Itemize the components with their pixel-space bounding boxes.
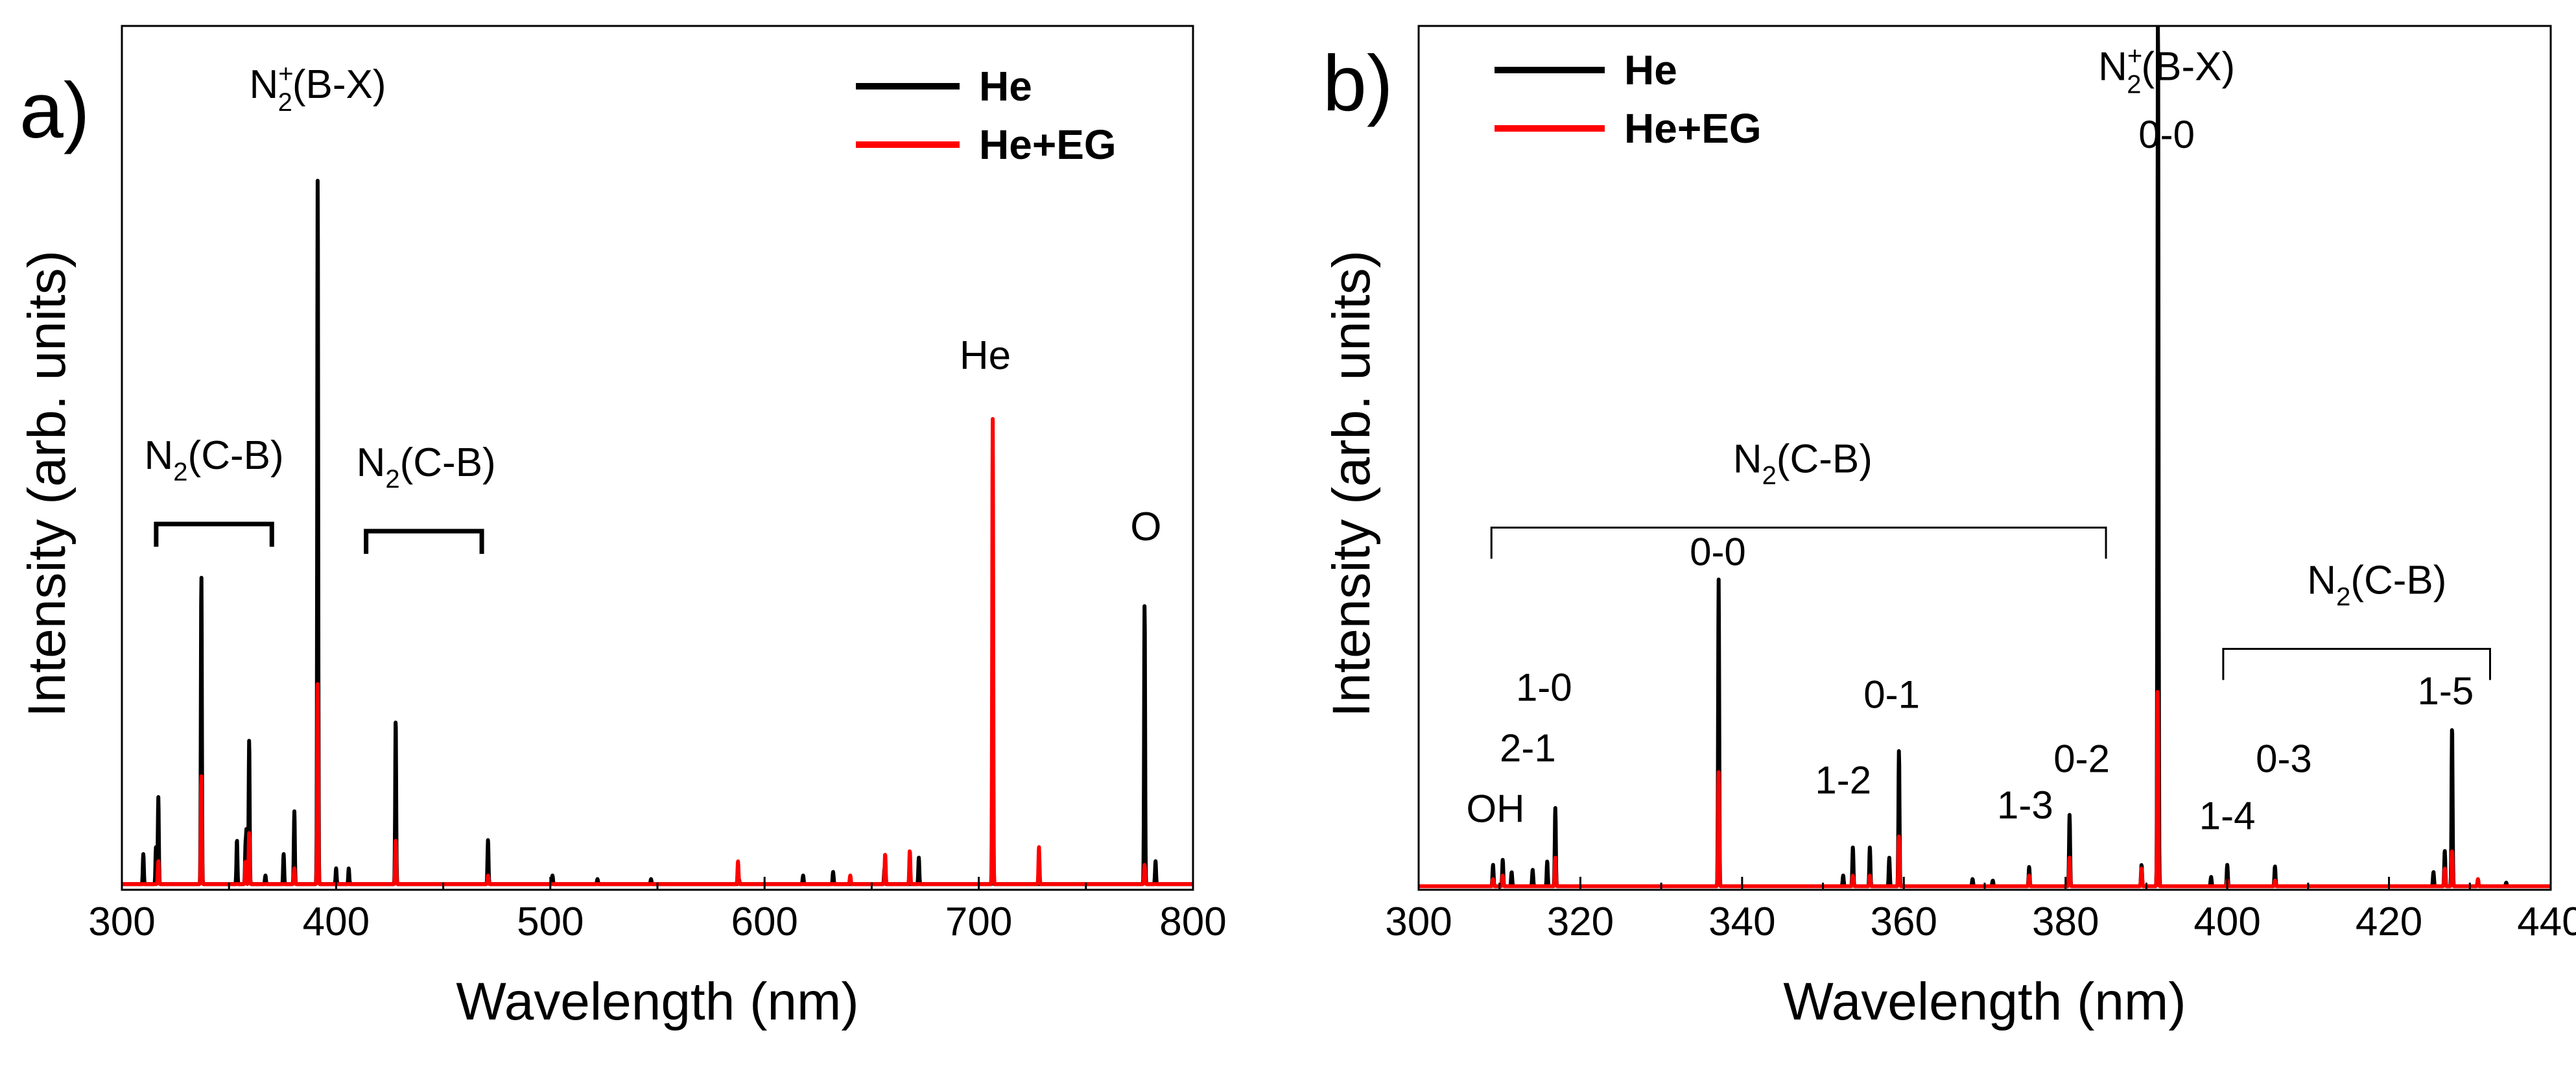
- legend-label: He: [1624, 47, 1677, 93]
- series-line-he: [122, 178, 1193, 887]
- species-transition: (C-B): [2350, 558, 2446, 603]
- x-tick-label: 440: [2517, 900, 2576, 944]
- legend-label: He+EG: [979, 121, 1117, 168]
- peak-annotation: 2-1: [1500, 726, 1556, 770]
- peak-annotation: 0-2: [2053, 737, 2110, 781]
- legend-label: He: [979, 63, 1032, 110]
- x-tick-label: 400: [2193, 900, 2260, 944]
- x-tick-label: 400: [303, 900, 370, 944]
- species-transition: (C-B): [400, 440, 496, 485]
- x-tick-label: 300: [88, 900, 155, 944]
- x-axis-title: Wavelength (nm): [1783, 972, 2186, 1031]
- species-label: N+ 2(B-X): [249, 60, 386, 117]
- x-tick-label: 800: [1159, 900, 1226, 944]
- series-line-he: [1419, 26, 2551, 888]
- species-transition: (C-B): [1777, 437, 1873, 482]
- species-transition: (B-X): [2141, 45, 2235, 89]
- species-transition: (C-B): [188, 433, 284, 478]
- species-base: N: [1733, 437, 1762, 482]
- species-base: N: [249, 62, 278, 107]
- panel-label: b): [1323, 39, 1393, 127]
- panel-label: a): [19, 66, 89, 154]
- band-bracket: [364, 529, 484, 554]
- species-subscript: 2: [385, 465, 399, 494]
- species-base: N: [145, 433, 174, 478]
- x-tick-label: 300: [1385, 900, 1452, 944]
- peak-annotation: He: [960, 333, 1011, 378]
- x-tick-label: 340: [1708, 900, 1775, 944]
- species-subscript: 2: [173, 458, 187, 486]
- species-subscript: 2: [1762, 462, 1777, 490]
- peak-annotation: 1-5: [2418, 669, 2474, 713]
- x-tick-label: 380: [2032, 900, 2099, 944]
- species-label: N+ 2(B-X): [2098, 42, 2235, 99]
- species-base: N: [357, 440, 386, 485]
- x-tick-label: 500: [517, 900, 584, 944]
- species-superscript: +: [278, 60, 293, 88]
- peak-annotation: 0-0: [1690, 531, 1746, 574]
- x-tick-label: 320: [1547, 900, 1614, 944]
- panel-a-chart: 300 400 500 600 700 800 Wavelength (nm) Intensi…: [18, 25, 1227, 1031]
- species-superscript: +: [2127, 42, 2142, 71]
- peak-annotation: 0-1: [1863, 673, 1920, 717]
- peak-annotation: 1-2: [1815, 759, 1871, 802]
- peak-annotation: 0-3: [2256, 737, 2312, 781]
- peak-annotation: 1-0: [1516, 666, 1572, 709]
- x-tick-label: 420: [2356, 900, 2422, 944]
- species-subscript: 2: [2336, 583, 2350, 612]
- species-label: N2(C-B): [1733, 437, 1873, 490]
- peak-annotation: O: [1130, 505, 1161, 549]
- band-bracket: [1490, 527, 2107, 559]
- band-bracket: [2222, 648, 2491, 680]
- legend-label: He+EG: [1624, 105, 1762, 152]
- panel-b-chart: 300 320 340 360 380 400 420 440 Wavelength (nm) I…: [1322, 25, 2576, 1031]
- x-axis-title: Wavelength (nm): [456, 972, 858, 1031]
- species-base: N: [2098, 45, 2127, 89]
- peak-annotation: 1-4: [2199, 794, 2256, 838]
- x-tick-label: 700: [945, 900, 1012, 944]
- series-line-he-plus-eg: [122, 417, 1193, 887]
- species-label: N2(C-B): [145, 433, 284, 486]
- species-base: N: [2307, 558, 2336, 603]
- band-bracket: [154, 521, 274, 547]
- series-line-he-plus-eg: [1419, 689, 2551, 888]
- plot-frame: [1417, 25, 2552, 891]
- x-tick-label: 600: [731, 900, 798, 944]
- peak-annotation: 0-0: [2138, 113, 2195, 156]
- species-subscript: 2: [2127, 71, 2141, 99]
- y-axis-title: Intensity (arb. units): [18, 250, 77, 717]
- peak-annotation: OH: [1466, 787, 1524, 831]
- peak-annotation: 1-3: [1997, 783, 2053, 827]
- species-transition: (B-X): [292, 62, 386, 107]
- x-tick-label: 360: [1871, 900, 1937, 944]
- y-axis-title: Intensity (arb. units): [1322, 250, 1381, 717]
- species-label: N2(C-B): [2307, 558, 2446, 612]
- species-label: N2(C-B): [357, 440, 496, 494]
- species-subscript: 2: [278, 88, 292, 117]
